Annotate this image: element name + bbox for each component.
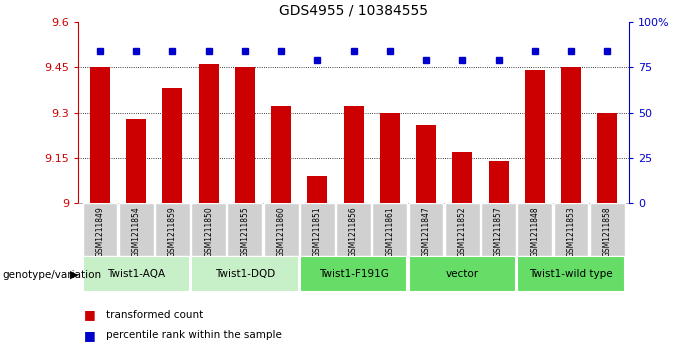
Text: GSM1211861: GSM1211861 bbox=[386, 206, 394, 257]
Bar bbox=[163, 88, 182, 203]
FancyBboxPatch shape bbox=[517, 256, 625, 292]
FancyBboxPatch shape bbox=[481, 203, 516, 256]
Bar bbox=[597, 113, 617, 203]
Text: ■: ■ bbox=[84, 329, 95, 342]
Text: percentile rank within the sample: percentile rank within the sample bbox=[106, 330, 282, 340]
Text: Twist1-F191G: Twist1-F191G bbox=[319, 269, 388, 279]
FancyBboxPatch shape bbox=[228, 203, 262, 256]
FancyBboxPatch shape bbox=[82, 203, 118, 256]
Bar bbox=[452, 152, 473, 203]
FancyBboxPatch shape bbox=[373, 203, 407, 256]
Bar bbox=[525, 70, 545, 203]
Text: Twist1-DQD: Twist1-DQD bbox=[215, 269, 275, 279]
FancyBboxPatch shape bbox=[445, 203, 479, 256]
Text: GSM1211848: GSM1211848 bbox=[530, 206, 539, 257]
Text: GSM1211855: GSM1211855 bbox=[241, 206, 250, 257]
Bar bbox=[489, 161, 509, 203]
Text: transformed count: transformed count bbox=[106, 310, 203, 319]
Text: GSM1211849: GSM1211849 bbox=[95, 206, 105, 257]
Bar bbox=[199, 64, 218, 203]
Bar bbox=[90, 67, 110, 203]
Text: GSM1211859: GSM1211859 bbox=[168, 206, 177, 257]
FancyBboxPatch shape bbox=[119, 203, 154, 256]
FancyBboxPatch shape bbox=[409, 256, 516, 292]
Bar bbox=[307, 176, 327, 203]
Text: Twist1-AQA: Twist1-AQA bbox=[107, 269, 165, 279]
Text: GSM1211850: GSM1211850 bbox=[204, 206, 213, 257]
Bar bbox=[343, 106, 364, 203]
Bar bbox=[126, 119, 146, 203]
Bar bbox=[271, 106, 291, 203]
Text: GSM1211851: GSM1211851 bbox=[313, 206, 322, 257]
FancyBboxPatch shape bbox=[82, 256, 190, 292]
Text: GSM1211853: GSM1211853 bbox=[566, 206, 575, 257]
Bar bbox=[416, 125, 436, 203]
Text: GSM1211857: GSM1211857 bbox=[494, 206, 503, 257]
FancyBboxPatch shape bbox=[191, 256, 299, 292]
Bar bbox=[561, 67, 581, 203]
FancyBboxPatch shape bbox=[590, 203, 625, 256]
Text: GSM1211860: GSM1211860 bbox=[277, 206, 286, 257]
Text: vector: vector bbox=[446, 269, 479, 279]
FancyBboxPatch shape bbox=[300, 256, 407, 292]
Text: GSM1211856: GSM1211856 bbox=[349, 206, 358, 257]
FancyBboxPatch shape bbox=[517, 203, 552, 256]
Text: GSM1211858: GSM1211858 bbox=[602, 206, 612, 257]
Bar bbox=[235, 67, 255, 203]
FancyBboxPatch shape bbox=[191, 203, 226, 256]
FancyBboxPatch shape bbox=[409, 203, 443, 256]
Text: Twist1-wild type: Twist1-wild type bbox=[529, 269, 613, 279]
Text: GSM1211854: GSM1211854 bbox=[132, 206, 141, 257]
FancyBboxPatch shape bbox=[554, 203, 588, 256]
FancyBboxPatch shape bbox=[155, 203, 190, 256]
FancyBboxPatch shape bbox=[264, 203, 299, 256]
Text: GSM1211847: GSM1211847 bbox=[422, 206, 430, 257]
Text: GSM1211852: GSM1211852 bbox=[458, 206, 466, 257]
Bar bbox=[380, 113, 400, 203]
Text: ▶: ▶ bbox=[70, 270, 78, 280]
FancyBboxPatch shape bbox=[336, 203, 371, 256]
Text: ■: ■ bbox=[84, 308, 95, 321]
Title: GDS4955 / 10384555: GDS4955 / 10384555 bbox=[279, 4, 428, 18]
Text: genotype/variation: genotype/variation bbox=[2, 270, 101, 280]
FancyBboxPatch shape bbox=[300, 203, 335, 256]
